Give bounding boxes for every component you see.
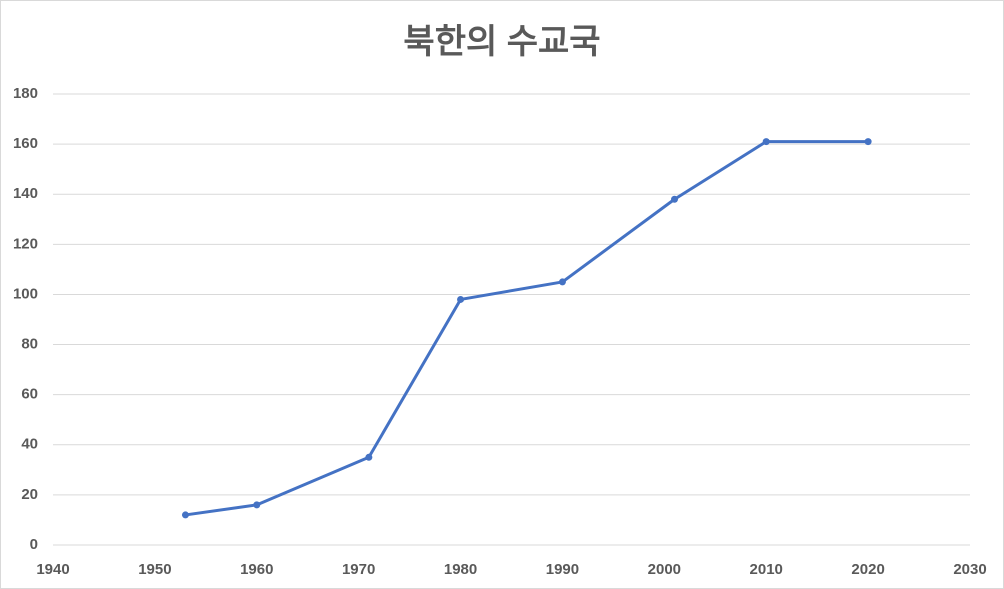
x-tick-label: 2010 <box>750 561 783 578</box>
x-tick-label: 2020 <box>851 561 884 578</box>
y-tick-label: 60 <box>21 386 38 403</box>
x-tick-label: 1990 <box>546 561 579 578</box>
data-point <box>864 138 872 146</box>
y-tick-label: 40 <box>21 436 38 453</box>
y-tick-label: 180 <box>13 85 38 102</box>
x-tick-label: 1960 <box>240 561 273 578</box>
x-tick-label: 2030 <box>953 561 986 578</box>
data-point <box>457 295 465 303</box>
y-tick-label: 80 <box>21 336 38 353</box>
data-point <box>762 138 770 146</box>
chart-title: 북한의 수교국 <box>403 23 600 61</box>
data-point <box>671 195 679 203</box>
data-point <box>253 501 261 509</box>
x-tick-label: 2000 <box>648 561 681 578</box>
y-tick-label: 20 <box>21 486 38 503</box>
y-tick-label: 140 <box>13 185 38 202</box>
y-tick-label: 0 <box>30 536 38 553</box>
x-tick-label: 1940 <box>36 561 69 578</box>
data-point <box>181 511 189 519</box>
x-tick-label: 1980 <box>444 561 477 578</box>
y-tick-label: 120 <box>13 235 38 252</box>
data-point <box>365 453 373 461</box>
data-point <box>558 278 566 286</box>
x-tick-label: 1950 <box>138 561 171 578</box>
y-tick-label: 100 <box>13 285 38 302</box>
y-tick-label: 160 <box>13 135 38 152</box>
series-line <box>185 140 869 517</box>
x-tick-label: 1970 <box>342 561 375 578</box>
